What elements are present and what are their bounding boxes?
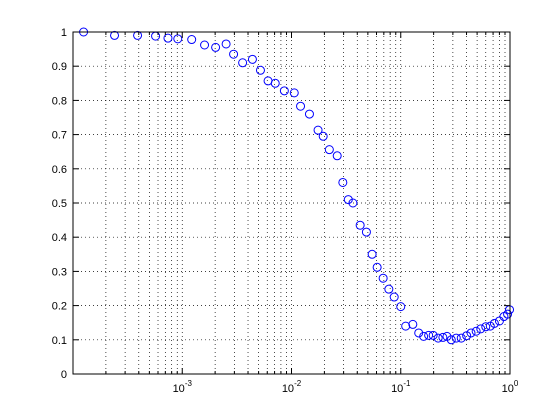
data-point xyxy=(313,125,323,135)
data-point xyxy=(187,35,197,45)
data-point xyxy=(476,324,486,334)
data-point xyxy=(324,145,334,155)
x-tick-label-exponent: -2 xyxy=(294,379,302,388)
data-point xyxy=(481,322,491,332)
grid-layer xyxy=(73,32,510,374)
data-point xyxy=(414,328,424,338)
data-point xyxy=(348,198,358,208)
data-point xyxy=(247,54,257,64)
y-tick-label: 0.3 xyxy=(52,266,67,278)
data-point xyxy=(270,78,280,88)
data-point xyxy=(332,151,342,161)
data-points xyxy=(79,27,515,345)
data-point xyxy=(419,331,429,341)
data-point xyxy=(489,318,499,328)
y-tick-label: 0 xyxy=(61,369,67,381)
data-point xyxy=(289,88,299,98)
data-point xyxy=(372,262,382,272)
data-point xyxy=(238,58,248,68)
data-point xyxy=(211,42,221,52)
x-tick-label-base: 10 xyxy=(282,383,294,395)
y-tick-label: 0.6 xyxy=(52,164,67,176)
x-tick-label: 10-2 xyxy=(282,379,302,395)
data-point xyxy=(304,109,314,119)
y-tick-label: 1 xyxy=(61,27,67,39)
data-point xyxy=(451,333,461,343)
x-tick-label: 100 xyxy=(502,379,519,395)
data-point xyxy=(367,249,377,259)
data-point xyxy=(433,333,443,343)
x-tick-label-base: 10 xyxy=(173,383,185,395)
data-point xyxy=(355,220,365,230)
data-point xyxy=(200,40,210,50)
data-point xyxy=(428,330,438,340)
data-point xyxy=(408,319,418,329)
data-point xyxy=(110,30,120,40)
y-tick-label: 0.2 xyxy=(52,301,67,313)
data-point xyxy=(163,33,173,43)
axis-ticks xyxy=(73,31,510,375)
data-point xyxy=(133,30,143,40)
data-point xyxy=(401,321,411,331)
data-point xyxy=(438,332,448,342)
data-point xyxy=(466,328,476,338)
plot-area xyxy=(73,32,510,374)
x-tick-label: 10-3 xyxy=(173,379,193,395)
y-tick-label: 0.5 xyxy=(52,198,67,210)
data-point xyxy=(296,101,306,111)
data-point xyxy=(378,273,388,283)
data-point xyxy=(361,227,371,237)
x-tick-label-base: 10 xyxy=(502,383,514,395)
data-point xyxy=(384,284,394,294)
data-point xyxy=(389,292,399,302)
x-tick-label: 10-1 xyxy=(391,379,411,395)
data-point xyxy=(471,326,481,336)
data-point xyxy=(221,39,231,49)
data-point xyxy=(338,177,348,187)
data-point xyxy=(255,65,265,75)
data-point xyxy=(396,302,406,312)
data-point xyxy=(173,34,183,44)
y-tick-label: 0.1 xyxy=(52,335,67,347)
data-point xyxy=(446,335,456,345)
x-tick-label-exponent: -1 xyxy=(403,379,411,388)
data-point xyxy=(424,330,434,340)
x-tick-label-exponent: 0 xyxy=(514,379,519,388)
data-point xyxy=(462,331,472,341)
y-tick-label: 0.8 xyxy=(52,95,67,107)
data-point xyxy=(503,309,513,319)
x-tick-label-base: 10 xyxy=(391,383,403,395)
y-tick-label: 0.9 xyxy=(52,61,67,73)
data-point xyxy=(456,333,466,343)
y-tick-label: 0.7 xyxy=(52,130,67,142)
data-point xyxy=(343,195,353,205)
data-point xyxy=(318,131,328,141)
x-tick-label-exponent: -3 xyxy=(185,379,193,388)
data-point xyxy=(229,49,239,59)
data-point xyxy=(279,86,289,96)
y-tick-label: 0.4 xyxy=(52,232,67,244)
